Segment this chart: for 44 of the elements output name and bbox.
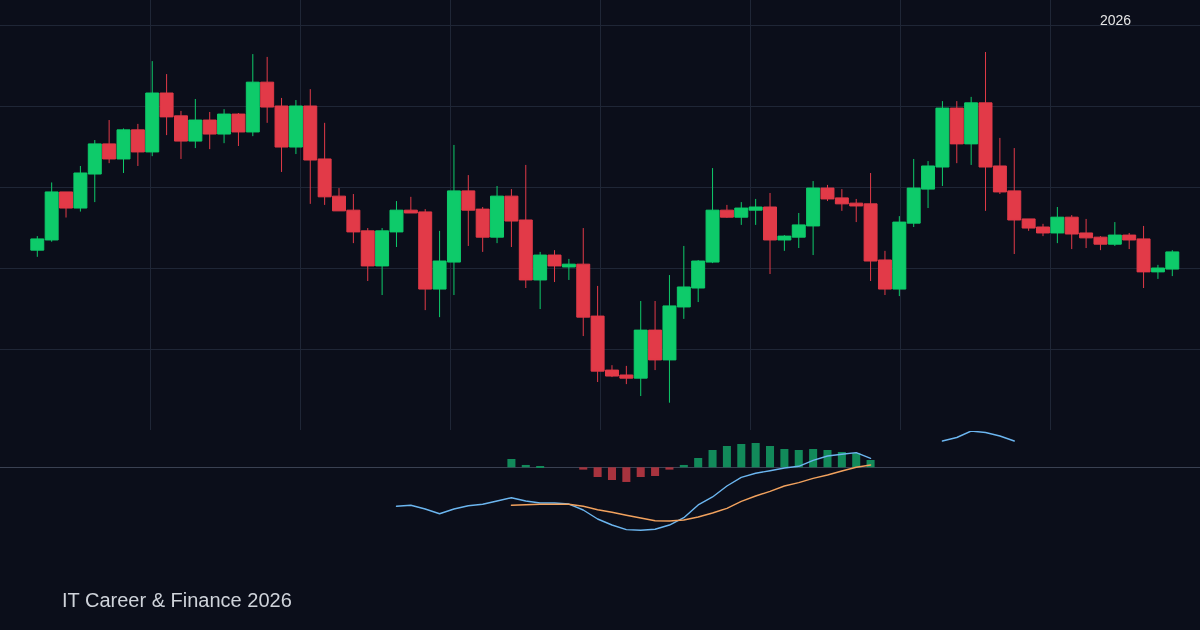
bar	[780, 449, 789, 468]
candlestick	[217, 108, 232, 144]
bar	[579, 467, 588, 470]
bar	[636, 467, 645, 477]
bar	[651, 467, 660, 476]
candlestick	[288, 99, 303, 155]
bar	[766, 446, 775, 468]
candlestick	[490, 185, 505, 244]
bar	[665, 467, 674, 470]
bar	[607, 467, 617, 481]
candlestick	[102, 119, 117, 164]
candlestick	[763, 192, 777, 275]
bar	[593, 467, 602, 477]
bar	[809, 449, 818, 468]
candlestick	[547, 249, 562, 283]
text: 2026	[1100, 12, 1132, 28]
candlestick	[533, 251, 548, 310]
candlestick	[59, 191, 74, 219]
bar	[536, 465, 545, 468]
candlestick	[130, 123, 145, 167]
bar	[823, 449, 832, 468]
bar	[507, 458, 516, 468]
candlestick	[648, 300, 663, 371]
candlestick	[231, 112, 246, 147]
candlestick	[188, 98, 203, 149]
candlestick	[561, 258, 576, 281]
candlestick	[719, 204, 734, 219]
bar	[751, 442, 760, 468]
candlestick	[1107, 221, 1122, 247]
candlestick	[633, 300, 648, 397]
candlestick	[145, 60, 160, 157]
candlestick	[1050, 206, 1065, 244]
bar	[794, 449, 803, 468]
candlestick	[964, 96, 979, 166]
candlestick	[245, 53, 260, 137]
bar	[694, 457, 703, 468]
bar	[737, 443, 746, 468]
candlestick	[116, 127, 131, 174]
bar	[722, 446, 731, 468]
candlestick	[202, 111, 217, 150]
bar	[708, 449, 717, 468]
bar	[622, 467, 631, 482]
text: IT Career & Finance 2026	[62, 589, 292, 611]
candlestick	[949, 100, 964, 164]
